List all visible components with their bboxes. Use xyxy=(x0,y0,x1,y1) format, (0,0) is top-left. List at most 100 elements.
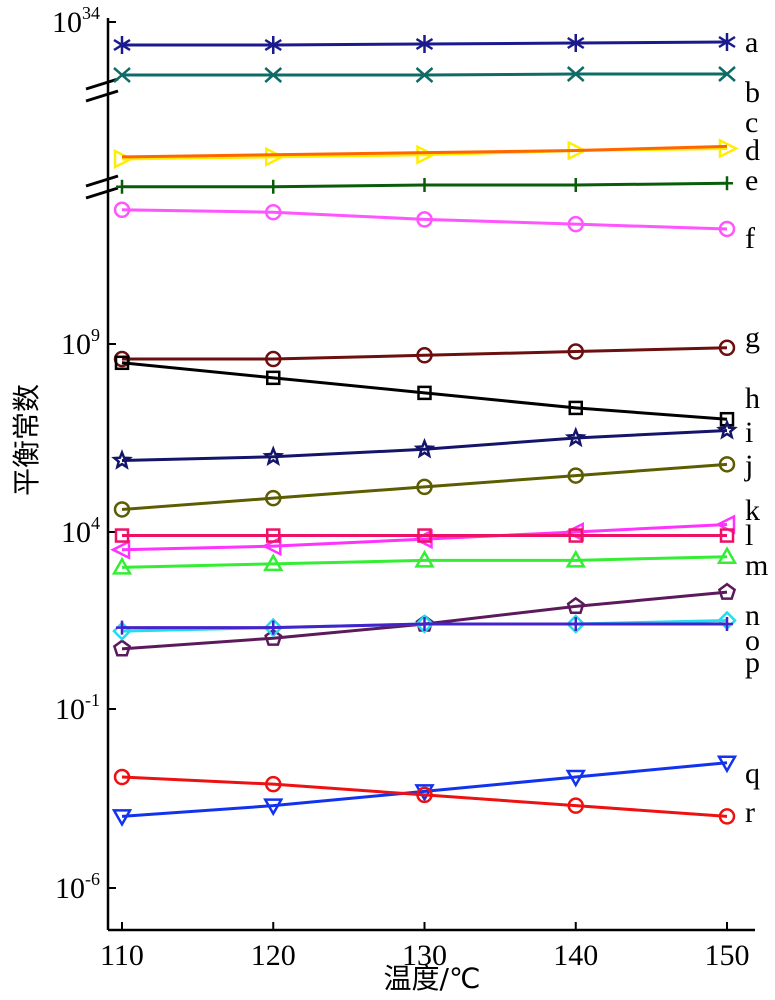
marker-diamond xyxy=(263,617,284,638)
y-tick: 10-1 xyxy=(55,690,116,726)
y-tick-label: 104 xyxy=(61,513,100,549)
series-j: j xyxy=(113,449,753,518)
marker-triangle-down xyxy=(111,809,133,827)
marker-star xyxy=(413,437,436,459)
series-l: l xyxy=(114,519,753,552)
x-tick-label: 120 xyxy=(251,939,296,972)
series-g: g xyxy=(113,321,760,368)
series-label: d xyxy=(745,134,760,167)
series-label: o xyxy=(745,624,760,657)
y-tick-label: 109 xyxy=(61,325,100,361)
series-label: i xyxy=(745,416,753,449)
marker-square xyxy=(568,400,583,416)
marker-square xyxy=(417,528,432,543)
marker-asterisk xyxy=(567,34,585,52)
series-i: i xyxy=(111,416,753,470)
marker-x xyxy=(718,66,736,82)
y-axis-title: 平衡常数 xyxy=(10,384,43,496)
x-tick-label: 140 xyxy=(553,939,598,972)
marker-star xyxy=(716,419,738,440)
x-tick-label: 110 xyxy=(100,939,144,972)
marker-plus xyxy=(569,617,582,632)
marker-circle xyxy=(416,211,433,228)
series-line xyxy=(121,775,728,818)
marker-circle xyxy=(718,339,736,357)
x-tick: 140 xyxy=(553,922,598,972)
marker-circle xyxy=(567,343,584,360)
marker-triangle-up xyxy=(716,546,738,565)
series-e: e xyxy=(116,164,758,197)
marker-circle xyxy=(416,786,433,804)
marker-triangle-right xyxy=(113,148,134,170)
x-axis-title: 温度/℃ xyxy=(384,962,481,995)
series-label: n xyxy=(745,599,760,632)
marker-pentagon xyxy=(264,628,283,646)
series-h: h xyxy=(114,355,760,427)
y-tick-label: 10-6 xyxy=(55,869,100,905)
marker-circle xyxy=(718,220,736,238)
marker-circle xyxy=(718,456,736,473)
series-label: l xyxy=(745,519,753,552)
marker-square xyxy=(568,528,583,543)
marker-square xyxy=(266,370,281,386)
axis-break-2 xyxy=(85,174,119,200)
series-a: a xyxy=(113,26,758,59)
marker-pentagon xyxy=(717,582,737,600)
x-tick: 110 xyxy=(100,922,144,972)
marker-triangle-down xyxy=(716,755,738,774)
axes xyxy=(106,18,755,932)
marker-asterisk xyxy=(264,36,282,54)
series-label: a xyxy=(745,26,758,59)
marker-plus xyxy=(569,178,582,192)
series-line xyxy=(122,346,728,361)
marker-plus xyxy=(418,617,431,632)
marker-circle xyxy=(113,201,131,219)
series-label: b xyxy=(745,76,760,109)
y-axis-breaks xyxy=(85,77,119,200)
marker-diamond xyxy=(414,614,435,634)
marker-x xyxy=(113,67,131,83)
axis-break-1 xyxy=(85,77,119,103)
marker-circle xyxy=(416,478,433,496)
series-label: c xyxy=(745,106,758,139)
series-label: r xyxy=(745,796,755,829)
marker-triangle-right xyxy=(718,138,739,159)
x-tick: 150 xyxy=(705,922,750,972)
marker-star xyxy=(111,449,133,470)
marker-plus xyxy=(267,620,280,635)
marker-x xyxy=(415,67,434,83)
marker-x xyxy=(566,66,585,82)
series-label: j xyxy=(744,449,753,482)
marker-triangle-right xyxy=(416,144,437,165)
marker-circle xyxy=(265,489,282,507)
y-tick: 109 xyxy=(61,325,116,361)
series-p: p xyxy=(116,617,760,679)
series-n: n xyxy=(112,582,760,657)
series-o: o xyxy=(112,610,760,657)
series-label: q xyxy=(745,757,760,790)
series-line xyxy=(121,208,728,231)
y-tick-label: 10-1 xyxy=(55,690,100,726)
y-tick: 1034 xyxy=(52,3,116,39)
series-f: f xyxy=(113,201,755,255)
marker-star xyxy=(262,445,285,467)
marker-circle xyxy=(265,350,282,368)
marker-star xyxy=(564,426,587,448)
marker-plus xyxy=(116,620,128,635)
x-tick-label: 150 xyxy=(705,939,750,972)
marker-circle xyxy=(567,215,584,233)
marker-triangle-left xyxy=(110,539,131,560)
marker-triangle-right xyxy=(265,146,286,167)
marker-circle xyxy=(113,501,131,518)
series-q: q xyxy=(111,755,760,827)
marker-asterisk xyxy=(415,35,434,53)
x-ticks: 110 120 130 140 150 xyxy=(100,922,750,972)
marker-asterisk xyxy=(113,36,131,54)
series-label: g xyxy=(745,321,760,354)
marker-plus xyxy=(721,617,733,632)
marker-circle xyxy=(265,203,282,221)
marker-square xyxy=(114,355,130,371)
series-line xyxy=(121,361,728,421)
marker-triangle-up xyxy=(414,549,435,568)
marker-plus xyxy=(418,178,431,192)
